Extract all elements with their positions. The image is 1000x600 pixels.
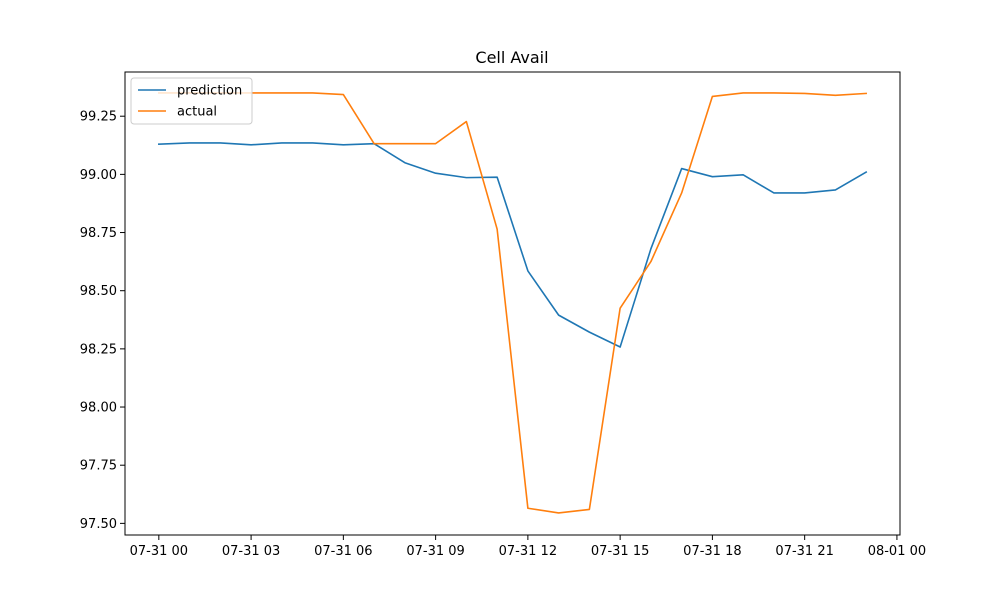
plot-area: 07-31 00 07-31 03 07-31 06 07-31 09 07-31 12…: [80, 92, 926, 559]
chart-title: Cell Avail: [475, 48, 548, 67]
x-tick-label: 07-31 15: [591, 544, 649, 559]
x-tick-label: 07-31 09: [406, 544, 464, 559]
y-tick-label: 97.50: [80, 517, 117, 532]
x-tick-label: 08-01 00: [868, 544, 926, 559]
legend-label-actual: actual: [177, 105, 217, 120]
series-line-actual: [158, 92, 868, 514]
x-tick-label: 07-31 03: [222, 544, 280, 559]
x-tick-label: 07-31 21: [775, 544, 833, 559]
x-tick-label: 07-31 18: [683, 544, 741, 559]
x-tick-label: 07-31 00: [130, 544, 188, 559]
legend-label-prediction: prediction: [177, 84, 242, 99]
series-line-prediction: [158, 142, 868, 348]
y-tick-label: 98.25: [80, 342, 117, 357]
x-tick-label: 07-31 12: [499, 544, 557, 559]
y-tick-label: 99.25: [80, 110, 117, 125]
axes-frame: [124, 71, 901, 536]
legend: prediction actual: [130, 77, 253, 125]
y-tick-label: 98.50: [80, 284, 117, 299]
x-tick-label: 07-31 06: [314, 544, 372, 559]
y-tick-label: 99.00: [80, 168, 117, 183]
y-tick-label: 98.00: [80, 401, 117, 416]
y-tick-label: 97.75: [80, 459, 117, 474]
y-tick-label: 98.75: [80, 226, 117, 241]
